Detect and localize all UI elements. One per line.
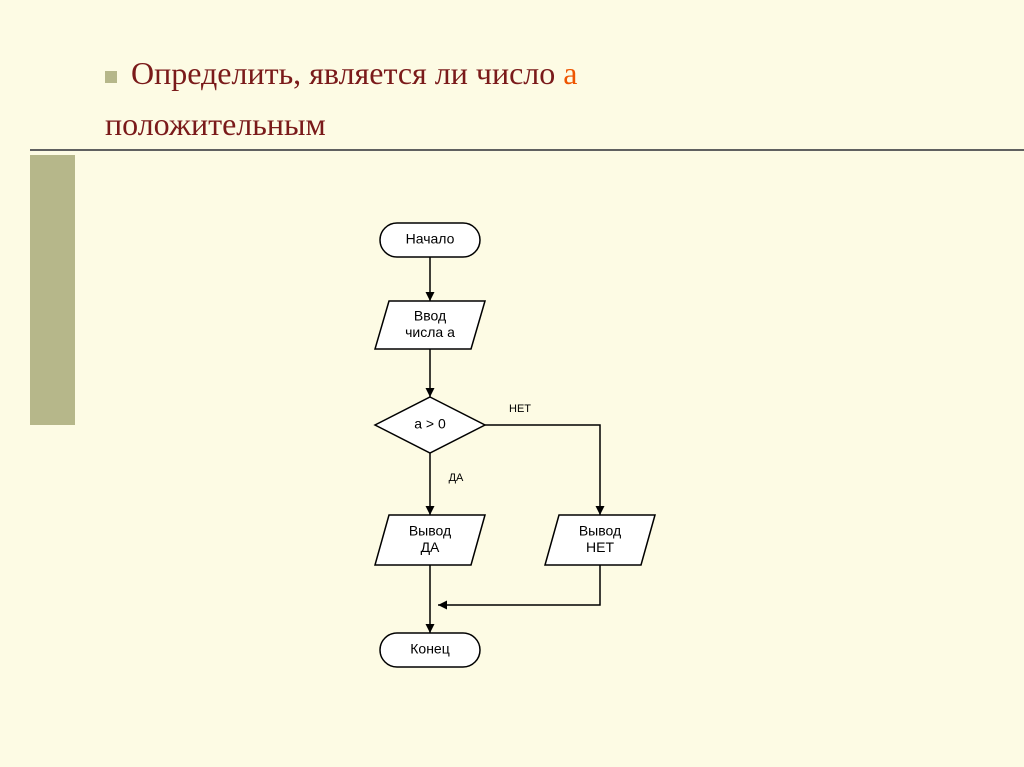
flow-node-label: Конец (410, 641, 449, 657)
flow-node-label: ДА (421, 539, 440, 555)
flow-edge-label: ДА (449, 472, 464, 484)
flow-edge-label: НЕТ (509, 403, 531, 415)
slide: Определить, является ли число а положите… (0, 0, 1024, 767)
title-prefix: Определить, является ли число (131, 55, 563, 91)
flow-node-label: а > 0 (414, 416, 446, 432)
title-suffix: положительным (105, 106, 326, 142)
flow-node-label: Ввод (414, 308, 446, 324)
flow-node-label: Вывод (409, 523, 451, 539)
title-highlight: а (563, 55, 577, 91)
flow-node-label: Вывод (579, 523, 621, 539)
slide-title: Определить, является ли число а положите… (105, 48, 577, 150)
flow-nodes: НачалоВводчисла аа > 0ВыводДАВыводНЕТКон… (375, 223, 655, 667)
flowchart: ДАНЕТ НачалоВводчисла аа > 0ВыводДАВывод… (310, 210, 730, 710)
flow-node-label: числа а (405, 324, 455, 340)
decor-block (30, 155, 75, 425)
flow-edge (438, 565, 600, 605)
flow-node-label: Начало (406, 231, 455, 247)
flow-edge (485, 425, 600, 515)
flow-node-label: НЕТ (586, 539, 614, 555)
title-bullet-icon (105, 71, 117, 83)
